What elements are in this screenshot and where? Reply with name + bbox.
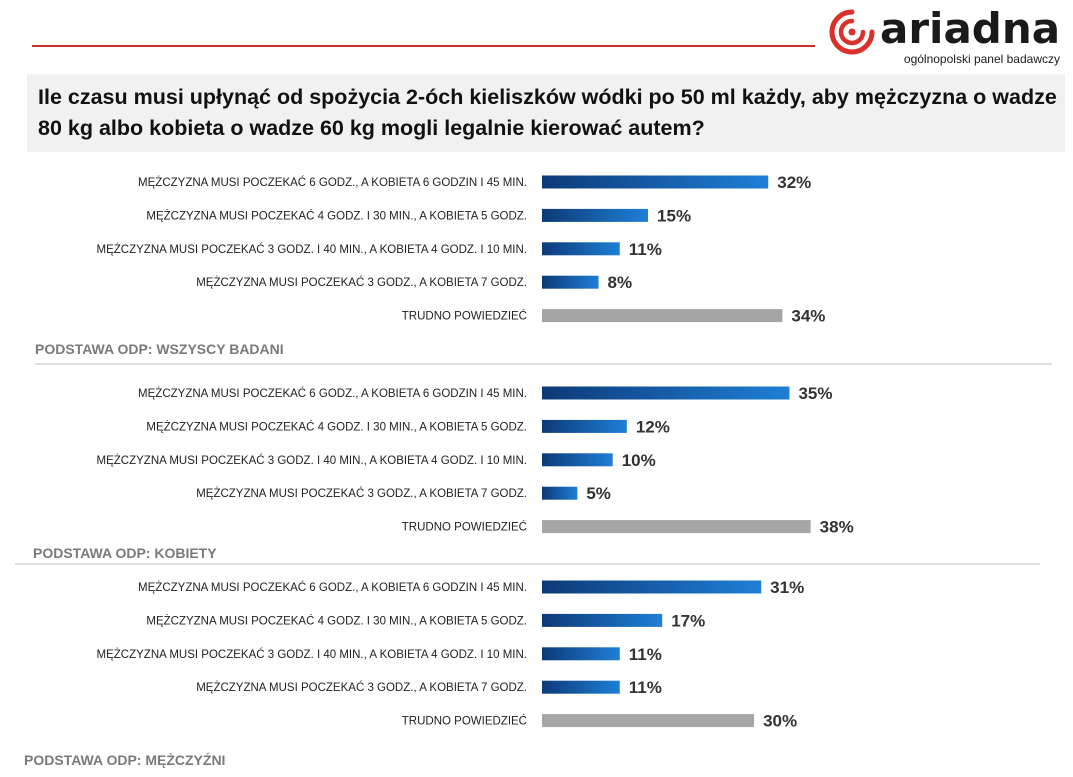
bar — [542, 647, 620, 661]
bar-category-label: MĘŻCZYZNA MUSI POCZEKAĆ 3 GODZ., A KOBIE… — [196, 681, 527, 694]
bar-value-label: 10% — [622, 451, 656, 470]
base-label: PODSTAWA ODP: KOBIETY — [33, 545, 217, 561]
bar-value-label: 8% — [608, 273, 633, 292]
chart-group-1: MĘŻCZYZNA MUSI POCZEKAĆ 6 GODZ., A KOBIE… — [35, 173, 1052, 365]
brand-name: ariadna — [880, 4, 1061, 53]
bar-category-label: MĘŻCZYZNA MUSI POCZEKAĆ 3 GODZ., A KOBIE… — [196, 487, 527, 500]
base-label: PODSTAWA ODP: MĘŻCZYŹNI — [24, 752, 225, 768]
chart-group-2: MĘŻCZYZNA MUSI POCZEKAĆ 6 GODZ., A KOBIE… — [15, 384, 1040, 565]
bar-category-label: TRUDNO POWIEDZIEĆ — [402, 310, 527, 323]
bar-value-label: 15% — [657, 206, 691, 225]
bar-value-label: 35% — [798, 384, 832, 403]
bar-value-label: 34% — [791, 307, 825, 326]
header-rule — [32, 45, 815, 47]
question-panel: Ile czasu musi upłynąć od spożycia 2-óch… — [27, 74, 1065, 152]
bar-value-label: 11% — [629, 645, 662, 664]
brand-logo: ariadna ogólnopolski panel badawczy — [828, 4, 1068, 68]
bar — [542, 309, 783, 323]
bar-value-label: 30% — [763, 712, 797, 731]
bar — [542, 419, 627, 433]
bar-category-label: MĘŻCZYZNA MUSI POCZEKAĆ 6 GODZ., A KOBIE… — [138, 387, 527, 400]
bar-value-label: 31% — [770, 578, 804, 597]
bar-category-label: MĘŻCZYZNA MUSI POCZEKAĆ 4 GODZ. I 30 MIN… — [146, 614, 527, 627]
bar-category-label: MĘŻCZYZNA MUSI POCZEKAĆ 4 GODZ. I 30 MIN… — [146, 209, 527, 222]
bar — [542, 520, 811, 534]
bar-category-label: MĘŻCZYZNA MUSI POCZEKAĆ 6 GODZ., A KOBIE… — [138, 176, 527, 189]
bar — [542, 242, 620, 256]
bar — [542, 580, 762, 594]
bar — [542, 175, 769, 189]
bar-category-label: TRUDNO POWIEDZIEĆ — [402, 521, 527, 534]
bar — [542, 453, 613, 467]
bar-value-label: 11% — [629, 240, 662, 259]
bar-category-label: MĘŻCZYZNA MUSI POCZEKAĆ 3 GODZ. I 40 MIN… — [97, 648, 527, 661]
bar-value-label: 12% — [636, 417, 670, 436]
bar — [542, 275, 599, 289]
question-title: Ile czasu musi upłynąć od spożycia 2-óch… — [38, 85, 1057, 140]
bar-value-label: 38% — [820, 518, 854, 537]
bar-category-label: MĘŻCZYZNA MUSI POCZEKAĆ 3 GODZ., A KOBIE… — [196, 276, 527, 289]
bar — [542, 486, 578, 500]
bar-category-label: MĘŻCZYZNA MUSI POCZEKAĆ 3 GODZ. I 40 MIN… — [97, 454, 527, 467]
spiral-logo-icon — [829, 9, 875, 55]
bar-value-label: 32% — [777, 173, 811, 192]
bar — [542, 613, 663, 627]
bar-value-label: 11% — [629, 678, 662, 697]
bar — [542, 208, 649, 222]
brand-tagline: ogólnopolski panel badawczy — [903, 52, 1060, 66]
bar-value-label: 5% — [586, 484, 611, 503]
bar-category-label: MĘŻCZYZNA MUSI POCZEKAĆ 3 GODZ. I 40 MIN… — [97, 243, 527, 256]
base-label: PODSTAWA ODP: WSZYSCY BADANI — [35, 341, 284, 357]
bar-category-label: TRUDNO POWIEDZIEĆ — [402, 715, 527, 728]
bar — [542, 680, 620, 694]
bar-category-label: MĘŻCZYZNA MUSI POCZEKAĆ 6 GODZ., A KOBIE… — [138, 581, 527, 594]
bar — [542, 714, 755, 728]
bar-value-label: 17% — [671, 611, 705, 630]
chart-group-3: MĘŻCZYZNA MUSI POCZEKAĆ 6 GODZ., A KOBIE… — [24, 578, 804, 768]
bar-category-label: MĘŻCZYZNA MUSI POCZEKAĆ 4 GODZ. I 30 MIN… — [146, 420, 527, 433]
bar — [542, 386, 790, 400]
